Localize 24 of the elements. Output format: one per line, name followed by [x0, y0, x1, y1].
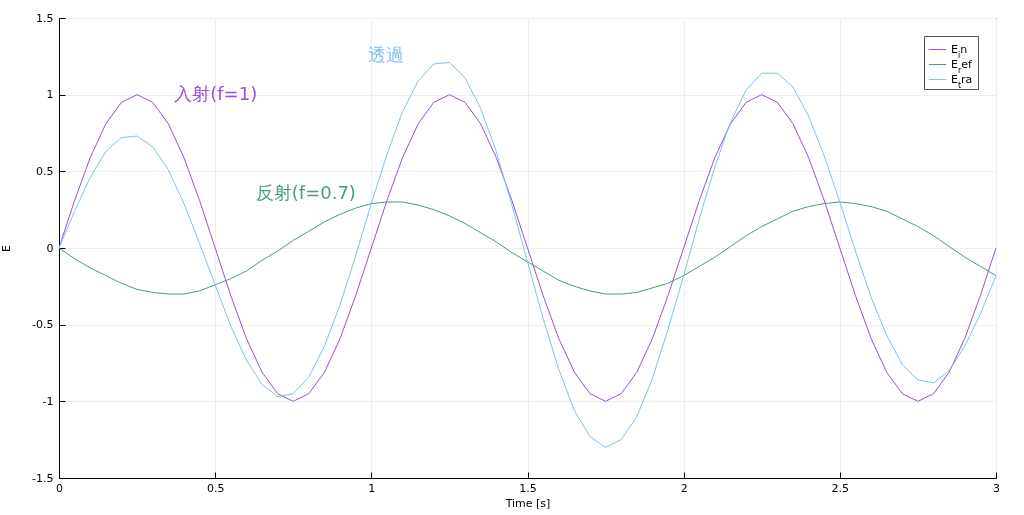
y-tick-label: 0.5: [36, 164, 54, 178]
x-tick-label: 0.5: [206, 481, 225, 495]
legend-label: E$_{r}$ef: [951, 57, 974, 74]
y-tick-label: -0.5: [32, 318, 54, 332]
y-tick-label: 0: [46, 241, 54, 255]
y-tick-label: -1: [42, 394, 54, 408]
x-tick-label: 2.5: [831, 481, 850, 495]
annotation: 透過: [368, 44, 405, 66]
x-tick-label: 3: [993, 481, 1000, 495]
x-tick-label: 2: [680, 481, 688, 495]
x-tick-label: 0: [56, 481, 63, 495]
x-axis-title: Time [s]: [504, 496, 551, 510]
y-axis-title: E: [0, 244, 14, 252]
annotation: 反射(f=0.7): [255, 182, 356, 204]
y-tick-label: -1.5: [32, 471, 54, 485]
y-tick-label: 1: [46, 88, 54, 102]
annotation: 入射(f=1): [174, 82, 258, 104]
x-tick-label: 1.5: [519, 481, 537, 495]
x-tick-label: 1: [368, 481, 376, 495]
legend-label: E$_{i}$n: [951, 42, 968, 59]
line-series: [59, 201, 996, 295]
y-tick-label: 1.5: [36, 11, 54, 25]
line-series: [59, 61, 996, 448]
legend-label: E$_{t}$ra: [951, 72, 973, 89]
